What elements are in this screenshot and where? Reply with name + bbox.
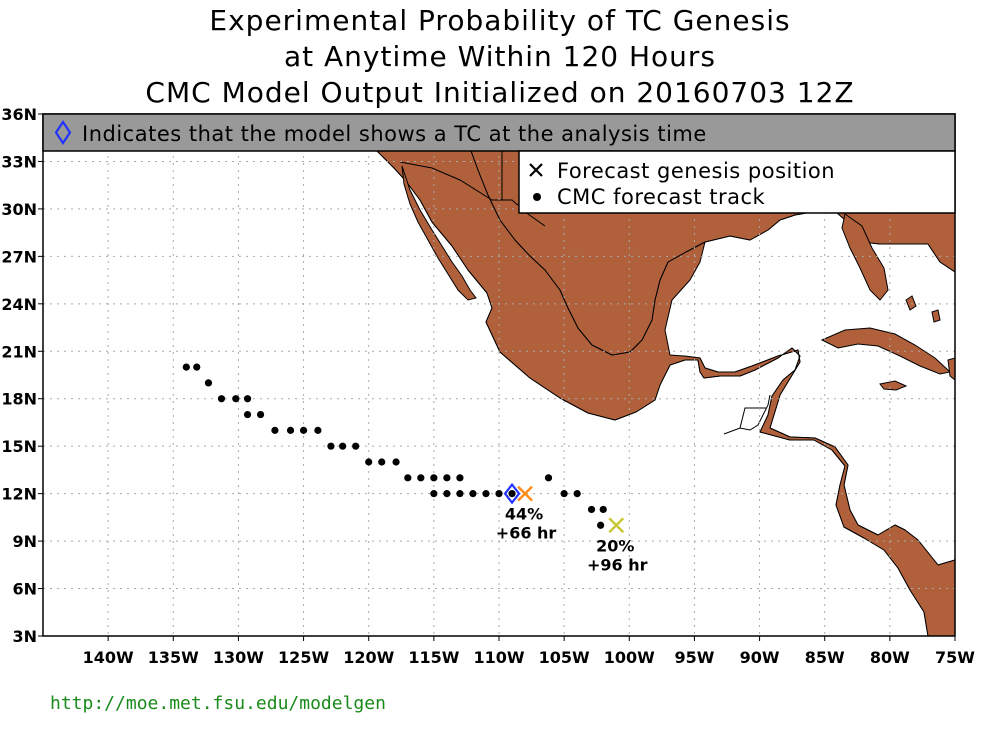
land-bahamas xyxy=(905,295,941,323)
lon-tick-label: 135W xyxy=(148,648,199,667)
track-point xyxy=(587,505,596,514)
genesis-cross-icon xyxy=(517,485,533,502)
land-florida xyxy=(841,213,889,301)
lon-tick-label: 115W xyxy=(408,648,459,667)
lat-tick-label: 30N xyxy=(1,200,37,219)
track-point xyxy=(299,426,308,434)
track-point xyxy=(430,474,438,482)
track-point xyxy=(430,490,438,498)
title-line-3: CMC Model Output Initialized on 20160703… xyxy=(145,76,854,109)
lat-tick-label: 3N xyxy=(12,627,37,646)
genesis-lead-time-label: +96 hr xyxy=(587,555,648,574)
lat-tick-label: 12N xyxy=(1,485,37,504)
genesis-probability-label: 20% xyxy=(596,536,634,555)
lat-tick-label: 9N xyxy=(12,532,37,551)
track-point xyxy=(544,474,553,482)
lon-tick-label: 120W xyxy=(343,648,394,667)
track-point xyxy=(182,363,190,371)
track-point xyxy=(404,474,412,482)
track-point xyxy=(599,505,607,514)
track-point xyxy=(243,395,252,403)
track-point xyxy=(508,490,516,498)
lon-tick-label: 95W xyxy=(674,648,714,667)
land-baja-california xyxy=(401,165,477,301)
lat-tick-label: 15N xyxy=(1,437,37,456)
analysis-diamond-icon xyxy=(54,120,72,145)
track-point xyxy=(271,426,279,434)
track-point xyxy=(243,410,252,419)
lon-tick-label: 80W xyxy=(870,648,910,667)
title-line-1: Experimental Probability of TC Genesis xyxy=(209,4,790,37)
lat-tick-label: 33N xyxy=(1,152,37,171)
track-point xyxy=(482,490,490,498)
track-point xyxy=(339,442,347,450)
lat-tick-label: 21N xyxy=(1,342,37,361)
lon-tick-label: 90W xyxy=(740,648,780,667)
track-point xyxy=(378,458,386,466)
lon-tick-label: 140W xyxy=(83,648,134,667)
track-point xyxy=(392,458,400,466)
track-point xyxy=(456,490,464,498)
track-point xyxy=(573,490,581,498)
lat-tick-labels: 3N 6N 9N 12N 15N 18N 21N 24N 27N 30N 33N 36N xyxy=(1,105,43,646)
lon-tick-label: 75W xyxy=(935,648,975,667)
track-point xyxy=(217,395,226,403)
land-jamaica xyxy=(879,380,908,391)
lat-tick-label: 24N xyxy=(1,295,37,314)
legend-box xyxy=(518,150,956,214)
banner-background xyxy=(42,113,956,152)
banner-text: Indicates that the model shows a TC at t… xyxy=(82,122,707,146)
lon-tick-label: 110W xyxy=(473,648,524,667)
legend-dot-icon xyxy=(533,193,541,201)
footer-url[interactable]: http://moe.met.fsu.edu/modelgen xyxy=(50,693,386,714)
lon-tick-labels: 140W 135W 130W 125W 120W 115W 110W 105W 100W 95W 9… xyxy=(83,636,975,667)
track-point xyxy=(495,490,503,498)
land-cuba xyxy=(820,327,952,375)
lat-tick-label: 27N xyxy=(1,247,37,266)
analysis-diamond-icon xyxy=(503,482,521,505)
lat-tick-label: 6N xyxy=(12,580,37,599)
track-point xyxy=(256,410,265,419)
track-point xyxy=(560,490,568,498)
track-point xyxy=(327,442,335,450)
track-point xyxy=(193,363,201,371)
track-point xyxy=(443,490,451,498)
track-point xyxy=(443,474,451,482)
title-line-2: at Anytime Within 120 Hours xyxy=(284,40,716,73)
lon-tick-label: 130W xyxy=(213,648,264,667)
legend-cross-icon xyxy=(529,163,543,177)
lat-tick-label: 18N xyxy=(1,390,37,409)
track-point xyxy=(597,521,605,529)
track-point xyxy=(232,395,240,403)
genesis-cross-icon xyxy=(608,517,625,534)
track-point xyxy=(469,490,477,498)
legend-genesis-label: Forecast genesis position xyxy=(557,159,835,183)
lon-tick-label: 100W xyxy=(604,648,655,667)
lon-tick-label: 125W xyxy=(278,648,329,667)
track-point xyxy=(286,426,295,434)
legend: Forecast genesis position CMC forecast t… xyxy=(518,150,956,214)
genesis-lead-time-label: +66 hr xyxy=(496,524,557,543)
track-point xyxy=(314,426,322,434)
lon-tick-label: 85W xyxy=(805,648,845,667)
genesis-markers: 44%+66 hr 20%+96 hr xyxy=(496,482,648,574)
land-hispaniola xyxy=(947,357,955,381)
track-point xyxy=(204,379,213,387)
border-us-mexico xyxy=(399,161,546,227)
genesis-probability-label: 44% xyxy=(505,505,543,524)
track-point xyxy=(352,442,360,450)
forecast-tracks xyxy=(182,363,607,529)
track-point xyxy=(417,474,425,482)
analysis-banner: Indicates that the model shows a TC at t… xyxy=(42,113,956,152)
track-point xyxy=(365,458,373,466)
lat-tick-label: 36N xyxy=(1,105,37,124)
lon-tick-label: 105W xyxy=(539,648,590,667)
legend-track-label: CMC forecast track xyxy=(557,185,766,209)
border-guatemala-belize xyxy=(723,394,771,435)
track-point xyxy=(456,474,464,482)
